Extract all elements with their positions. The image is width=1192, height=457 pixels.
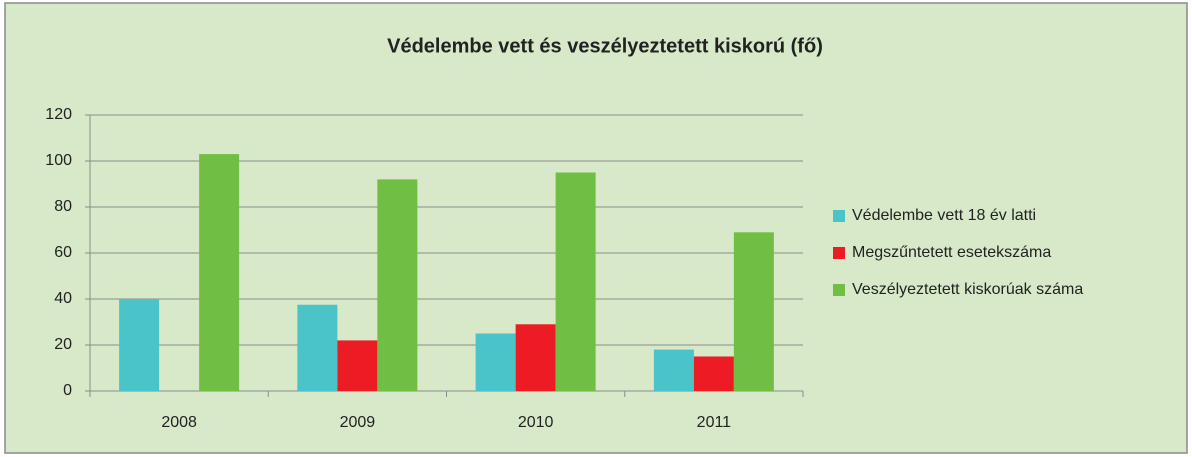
bar [377, 179, 418, 391]
legend-swatch [833, 284, 845, 296]
y-tick-label: 40 [54, 290, 72, 307]
bar [733, 232, 774, 391]
chart-background [4, 2, 1188, 454]
x-tick-label: 2008 [161, 414, 197, 431]
legend-label: Védelembe vett 18 év latti [852, 207, 1036, 224]
y-tick-label: 120 [45, 106, 72, 123]
y-tick-label: 80 [54, 198, 72, 215]
y-tick-label: 100 [45, 152, 72, 169]
bar [119, 299, 160, 391]
x-tick-label: 2011 [697, 414, 732, 431]
bar [555, 172, 596, 391]
bar [653, 349, 694, 391]
bar [693, 356, 734, 391]
legend-label: Veszélyeztetett kiskorúak száma [852, 281, 1083, 298]
bar [297, 304, 338, 391]
bar [337, 340, 378, 391]
bar [475, 333, 516, 391]
chart-title: Védelembe vett és veszélyeztetett kiskor… [387, 35, 823, 57]
legend-swatch [833, 210, 845, 222]
bar [515, 324, 556, 391]
x-tick-label: 2009 [340, 414, 376, 431]
y-tick-label: 60 [54, 244, 72, 261]
y-tick-label: 0 [63, 382, 72, 399]
legend-swatch [833, 247, 845, 259]
x-tick-label: 2010 [518, 414, 554, 431]
y-tick-label: 20 [54, 336, 72, 353]
bar [199, 154, 240, 391]
legend-label: Megszűntetett esetekszáma [852, 244, 1051, 261]
